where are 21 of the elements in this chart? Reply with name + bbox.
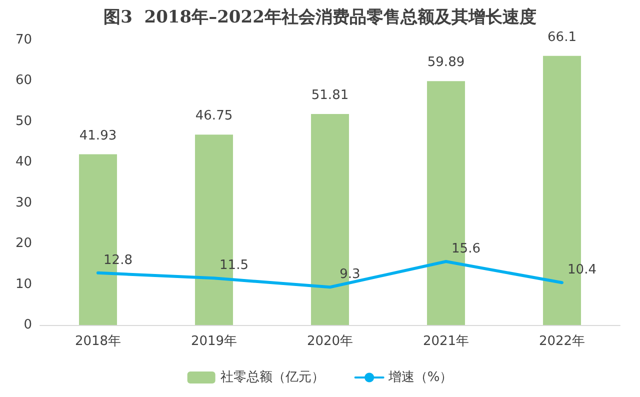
data-label: 46.75 [195,108,233,124]
x-tick-label: 2020年 [306,334,354,349]
legend-label: 社零总额（亿元） [220,370,324,385]
y-tick-label: 0 [24,318,32,332]
x-tick-label: 2021年 [422,334,470,349]
x-tick-label: 2019年 [190,334,238,349]
data-label: 59.89 [427,55,465,70]
data-label: 66.1 [548,30,576,45]
y-tick-label: 40 [15,154,32,170]
y-tick-label: 70 [15,32,32,48]
y-tick-label: 60 [15,73,32,88]
x-tick-label: 2018年 [74,334,122,349]
legend-label: 增速（%） [387,370,453,385]
y-tick-label: 20 [15,236,32,252]
data-label: 41.93 [79,128,117,144]
chart-title: 图3 2018年–2022年社会消费品零售总额及其增长速度 [104,8,536,28]
y-tick-label: 30 [15,195,32,210]
y-tick-label: 10 [15,276,32,292]
x-tick-label: 2022年 [538,334,586,349]
y-tick-label: 50 [15,114,32,129]
data-label: 51.81 [311,88,349,104]
